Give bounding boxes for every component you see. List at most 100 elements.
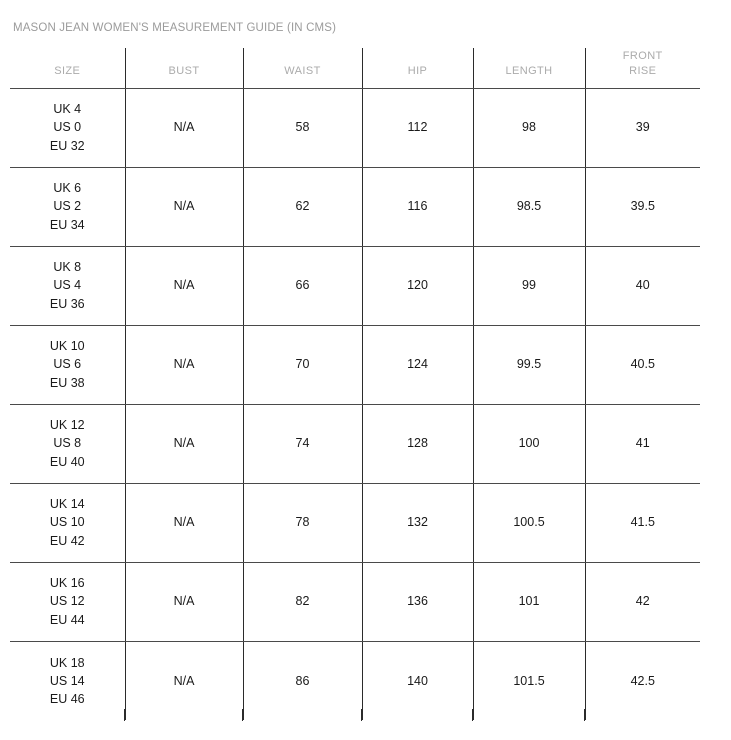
cell-size: UK 8 US 4 EU 36 <box>10 246 126 326</box>
table-row: UK 14 US 10 EU 42 N/A 78 132 100.5 41.5 <box>10 483 700 563</box>
cell-front-rise: 39.5 <box>585 167 700 247</box>
table-body: UK 4 US 0 EU 32 N/A 58 112 98 39 UK 6 US 2 EU 34 N/… <box>10 88 700 720</box>
size-label-line: UK 6 <box>53 181 82 196</box>
size-label-line: US 10 <box>49 515 85 530</box>
cell-bust: N/A <box>125 483 244 563</box>
cell-waist: 62 <box>243 167 363 247</box>
cell-size: UK 6 US 2 EU 34 <box>10 167 126 247</box>
table-column-rule-extensions <box>10 709 700 721</box>
cell-front-rise: 41.5 <box>585 483 700 563</box>
cell-bust: N/A <box>125 641 244 720</box>
size-chart-container: SIZE BUST WAIST HIP LENGTH FRONT RISE UK 4 US 0… <box>10 48 700 720</box>
page-title: MASON JEAN WOMEN'S MEASUREMENT GUIDE (IN… <box>13 22 337 34</box>
cell-bust: N/A <box>125 88 244 168</box>
cell-front-rise: 42 <box>585 562 700 642</box>
column-header-label: SIZE <box>54 64 81 77</box>
column-header-label: BUST <box>168 64 200 77</box>
cell-waist: 66 <box>243 246 363 326</box>
size-label-line: US 12 <box>49 594 85 609</box>
column-header-hip[interactable]: HIP <box>362 48 474 89</box>
column-header-label: FRONT <box>622 50 663 63</box>
cell-waist: 74 <box>243 404 363 484</box>
cell-hip: 128 <box>362 404 474 484</box>
table-row: UK 6 US 2 EU 34 N/A 62 116 98.5 39.5 <box>10 167 700 247</box>
cell-bust: N/A <box>125 325 244 405</box>
size-label-line: US 6 <box>53 357 82 372</box>
column-rule <box>584 709 585 721</box>
header-row: SIZE BUST WAIST HIP LENGTH FRONT RISE <box>10 48 700 89</box>
cell-hip: 116 <box>362 167 474 247</box>
size-label-line: EU 44 <box>49 612 85 627</box>
cell-waist: 70 <box>243 325 363 405</box>
cell-length: 101.5 <box>473 641 586 720</box>
cell-front-rise: 41 <box>585 404 700 484</box>
column-rule <box>242 709 243 721</box>
column-header-label: HIP <box>407 64 428 77</box>
cell-front-rise: 40 <box>585 246 700 326</box>
size-label-line: EU 46 <box>49 691 85 706</box>
table-row: UK 18 US 14 EU 46 N/A 86 140 101.5 42.5 <box>10 641 700 720</box>
cell-length: 99.5 <box>473 325 586 405</box>
cell-bust: N/A <box>125 404 244 484</box>
size-label-line: UK 10 <box>49 339 85 354</box>
size-label-line: UK 16 <box>49 576 85 591</box>
table-row: UK 16 US 12 EU 44 N/A 82 136 101 42 <box>10 562 700 642</box>
cell-bust: N/A <box>125 167 244 247</box>
size-label-line: UK 4 <box>53 102 82 117</box>
size-label-line: EU 42 <box>49 533 85 548</box>
size-label-line: EU 40 <box>49 454 85 469</box>
column-header-label: RISE <box>629 64 657 77</box>
size-label-line: EU 32 <box>49 138 85 153</box>
cell-size: UK 16 US 12 EU 44 <box>10 562 126 642</box>
cell-waist: 82 <box>243 562 363 642</box>
size-label-line: UK 14 <box>49 497 85 512</box>
column-header-length[interactable]: LENGTH <box>473 48 586 89</box>
cell-waist: 58 <box>243 88 363 168</box>
table-row: UK 12 US 8 EU 40 N/A 74 128 100 41 <box>10 404 700 484</box>
size-label-line: US 14 <box>49 673 85 688</box>
table-row: UK 4 US 0 EU 32 N/A 58 112 98 39 <box>10 88 700 168</box>
cell-length: 100 <box>473 404 586 484</box>
column-header-size[interactable]: SIZE <box>10 48 126 89</box>
cell-hip: 132 <box>362 483 474 563</box>
cell-size: UK 18 US 14 EU 46 <box>10 641 126 720</box>
cell-length: 101 <box>473 562 586 642</box>
size-label-line: EU 34 <box>49 217 85 232</box>
cell-size: UK 10 US 6 EU 38 <box>10 325 126 405</box>
size-label-line: US 2 <box>53 199 82 214</box>
size-label-line: US 8 <box>53 436 82 451</box>
size-label-line: EU 36 <box>49 296 85 311</box>
cell-size: UK 4 US 0 EU 32 <box>10 88 126 168</box>
cell-hip: 112 <box>362 88 474 168</box>
cell-hip: 136 <box>362 562 474 642</box>
cell-bust: N/A <box>125 246 244 326</box>
table-row: UK 10 US 6 EU 38 N/A 70 124 99.5 40.5 <box>10 325 700 405</box>
cell-length: 99 <box>473 246 586 326</box>
column-header-waist[interactable]: WAIST <box>243 48 363 89</box>
size-label-line: EU 38 <box>49 375 85 390</box>
cell-length: 98 <box>473 88 586 168</box>
size-label-line: US 0 <box>53 120 82 135</box>
table-row: UK 8 US 4 EU 36 N/A 66 120 99 40 <box>10 246 700 326</box>
table-header: SIZE BUST WAIST HIP LENGTH FRONT RISE <box>10 48 700 89</box>
size-label-line: UK 12 <box>49 418 85 433</box>
column-header-front-rise[interactable]: FRONT RISE <box>585 48 700 89</box>
column-rule <box>472 709 473 721</box>
size-label-line: UK 8 <box>53 260 82 275</box>
cell-waist: 78 <box>243 483 363 563</box>
cell-front-rise: 40.5 <box>585 325 700 405</box>
cell-bust: N/A <box>125 562 244 642</box>
column-rule <box>361 709 362 721</box>
cell-hip: 140 <box>362 641 474 720</box>
size-label-line: UK 18 <box>49 655 85 670</box>
cell-waist: 86 <box>243 641 363 720</box>
size-chart-table: SIZE BUST WAIST HIP LENGTH FRONT RISE UK 4 US 0… <box>10 48 700 720</box>
column-header-label: WAIST <box>284 64 321 77</box>
column-rule <box>124 709 125 721</box>
cell-front-rise: 42.5 <box>630 673 655 688</box>
column-header-bust[interactable]: BUST <box>125 48 244 89</box>
cell-hip: 120 <box>362 246 474 326</box>
cell-size: UK 14 US 10 EU 42 <box>10 483 126 563</box>
cell-front-rise: 39 <box>585 88 700 168</box>
cell-length: 98.5 <box>473 167 586 247</box>
